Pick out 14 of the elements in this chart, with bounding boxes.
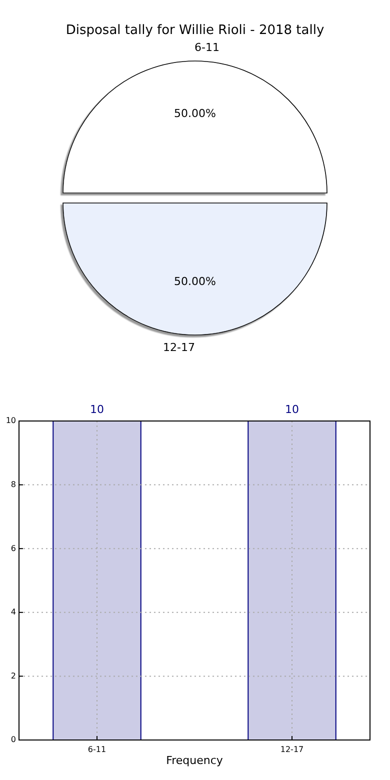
- data-label: 50.00%: [174, 275, 216, 288]
- y-tick-label: 4: [10, 608, 16, 617]
- data-label: 10: [90, 403, 104, 416]
- y-tick-label: 6: [10, 544, 16, 553]
- y-tick-label: 0: [10, 735, 16, 744]
- chart-title: Disposal tally for Willie Rioli - 2018 tally: [66, 23, 324, 38]
- y-tick-label: 10: [6, 416, 16, 426]
- slice-label: 6-11: [194, 40, 220, 54]
- data-label: 10: [285, 403, 299, 416]
- data-label: 50.00%: [174, 106, 216, 120]
- y-tick-label: 2: [10, 671, 16, 680]
- y-tick-label: 8: [10, 480, 16, 489]
- x-axis-title: Frequency: [166, 754, 224, 767]
- slice-label: 12-17: [163, 341, 195, 354]
